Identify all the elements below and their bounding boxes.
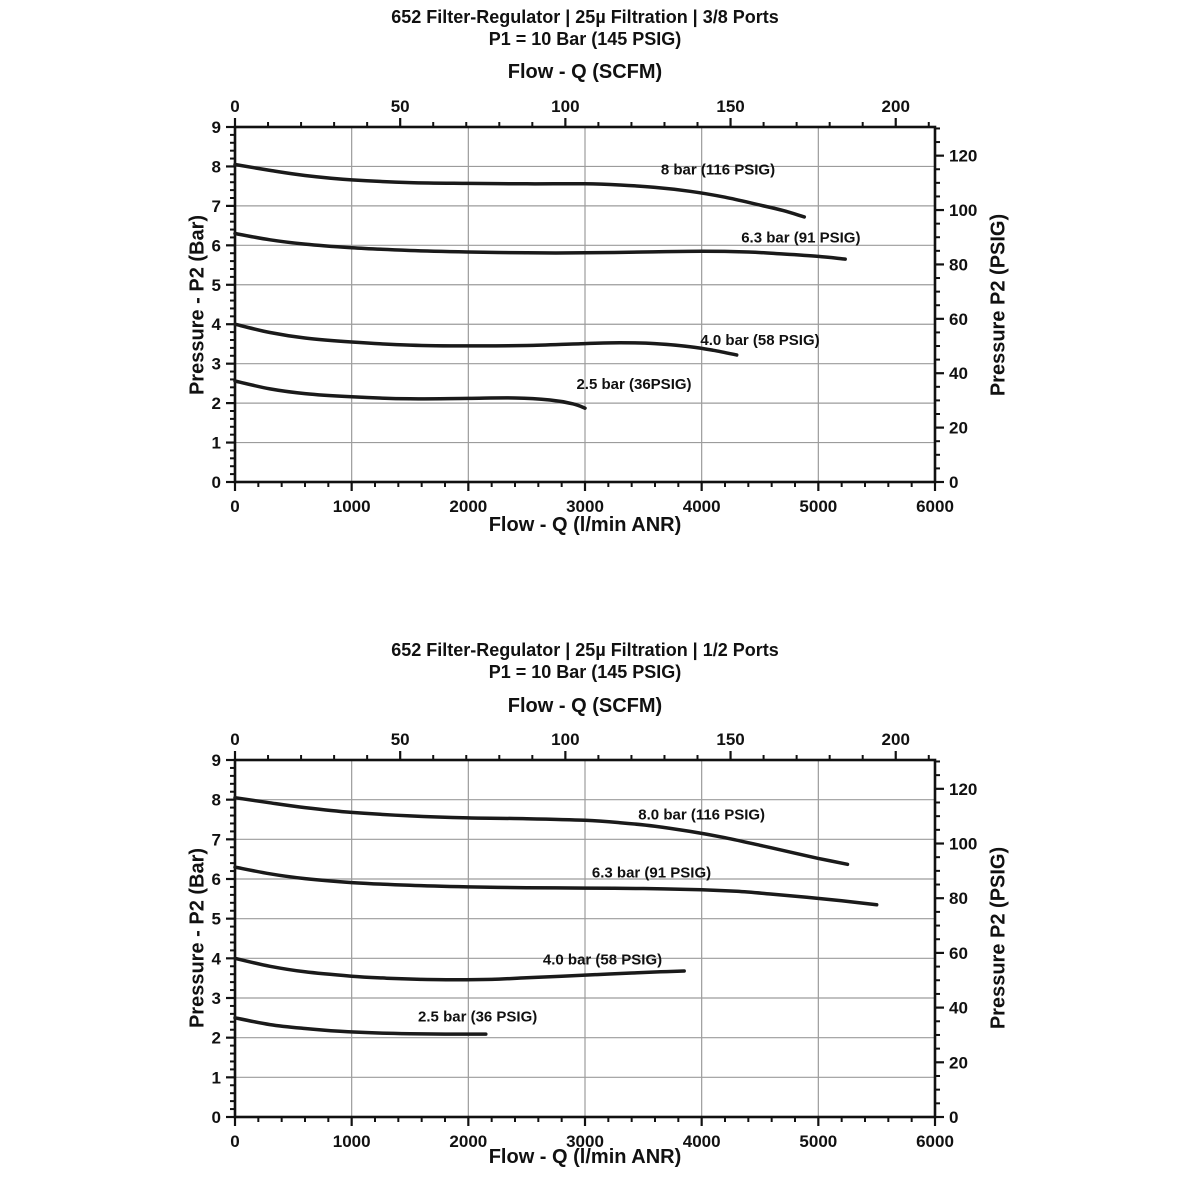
curve-label: 4.0 bar (58 PSIG) [700, 332, 819, 349]
top-tick-label: 50 [391, 730, 410, 749]
right-axis-label: Pressure P2 (PSIG) [987, 213, 1010, 397]
x-tick-label: 0 [230, 1132, 239, 1151]
x-tick-label: 6000 [916, 497, 954, 516]
right-tick-label: 120 [949, 147, 977, 166]
right-tick-label: 60 [949, 310, 968, 329]
flow-curve [233, 162, 807, 219]
top-tick-label: 100 [551, 97, 579, 116]
curve-label: 6.3 bar (91 PSIG) [741, 229, 860, 246]
y-tick-label: 1 [212, 434, 221, 453]
left-axis-label: Pressure - P2 (Bar) [186, 847, 209, 1029]
x-tick-label: 2000 [449, 497, 487, 516]
flow-curve [233, 231, 847, 261]
flow-curve [233, 865, 879, 907]
x-tick-label: 5000 [799, 497, 837, 516]
y-tick-label: 9 [212, 118, 221, 137]
flow-curve [233, 379, 587, 410]
y-tick-label: 4 [212, 315, 222, 334]
curve-label: 8 bar (116 PSIG) [661, 162, 775, 179]
curve-label: 2.5 bar (36 PSIG) [418, 1009, 537, 1026]
right-tick-label: 0 [949, 1108, 958, 1127]
top-tick-label: 150 [716, 730, 744, 749]
right-tick-label: 60 [949, 944, 968, 963]
right-tick-label: 80 [949, 889, 968, 908]
right-tick-label: 80 [949, 255, 968, 274]
chart-title: 652 Filter-Regulator | 25µ Filtration | … [391, 640, 779, 660]
top-tick-label: 200 [882, 730, 910, 749]
y-tick-label: 1 [212, 1068, 221, 1087]
x-tick-label: 2000 [449, 1132, 487, 1151]
right-tick-label: 20 [949, 1053, 968, 1072]
y-tick-label: 4 [212, 949, 222, 968]
bottom-axis-label: Flow - Q (l/min ANR) [488, 514, 682, 536]
y-tick-label: 3 [212, 355, 221, 374]
y-tick-label: 0 [212, 473, 221, 492]
x-tick-label: 5000 [799, 1132, 837, 1151]
chart-3-8-ports: 0 1000 2000 3000 4000 5000 6000 0 50 100 150 200 0 1 2… [186, 7, 1010, 536]
right-tick-label: 120 [949, 780, 977, 799]
y-tick-label: 3 [212, 989, 221, 1008]
curve-label: 8.0 bar (116 PSIG) [638, 807, 765, 824]
chart-title: 652 Filter-Regulator | 25µ Filtration | … [391, 7, 779, 27]
curve-label: 2.5 bar (36PSIG) [576, 376, 691, 393]
y-tick-label: 8 [212, 791, 221, 810]
y-tick-label: 8 [212, 157, 221, 176]
top-tick-label: 150 [716, 97, 744, 116]
y-tick-label: 5 [212, 276, 221, 295]
x-tick-label: 1000 [333, 1132, 371, 1151]
y-tick-label: 6 [212, 870, 221, 889]
flow-curve [233, 1016, 488, 1036]
y-tick-label: 7 [212, 197, 221, 216]
chart-subtitle: P1 = 10 Bar (145 PSIG) [488, 662, 682, 682]
x-tick-label: 6000 [916, 1132, 954, 1151]
curve-label: 6.3 bar (91 PSIG) [592, 864, 711, 881]
chart-1-2-ports: 0 1000 2000 3000 4000 5000 6000 0 50 100 150 200 0 1 2… [0, 600, 1200, 1200]
x-tick-label: 3000 [566, 1132, 604, 1151]
right-tick-label: 0 [949, 473, 958, 492]
y-tick-label: 6 [212, 236, 221, 255]
y-tick-label: 0 [212, 1108, 221, 1127]
top-tick-label: 0 [230, 730, 239, 749]
top-tick-label: 0 [230, 97, 239, 116]
y-tick-label: 5 [212, 910, 221, 929]
top-axis-label: Flow - Q (SCFM) [507, 695, 663, 717]
y-tick-label: 7 [212, 830, 221, 849]
right-tick-label: 100 [949, 835, 977, 854]
right-axis-label: Pressure P2 (PSIG) [987, 846, 1010, 1030]
x-tick-label: 0 [230, 497, 239, 516]
y-tick-label: 2 [212, 1029, 221, 1048]
x-tick-label: 4000 [683, 1132, 721, 1151]
left-axis-label: Pressure - P2 (Bar) [186, 214, 209, 396]
right-tick-label: 40 [949, 364, 968, 383]
y-tick-label: 9 [212, 751, 221, 770]
x-tick-label: 3000 [566, 497, 604, 516]
curve-label: 4.0 bar (58 PSIG) [543, 952, 662, 969]
x-tick-label: 1000 [333, 497, 371, 516]
top-tick-label: 100 [551, 730, 579, 749]
right-tick-label: 20 [949, 419, 968, 438]
x-tick-label: 4000 [683, 497, 721, 516]
right-tick-label: 40 [949, 999, 968, 1018]
top-tick-label: 50 [391, 97, 410, 116]
chart-subtitle: P1 = 10 Bar (145 PSIG) [488, 29, 682, 49]
flow-curve [233, 795, 850, 867]
top-tick-label: 200 [882, 97, 910, 116]
y-tick-label: 2 [212, 394, 221, 413]
flow-curve [233, 956, 686, 982]
top-axis-label: Flow - Q (SCFM) [507, 61, 663, 83]
bottom-axis-label: Flow - Q (l/min ANR) [488, 1146, 682, 1168]
flow-curve [233, 322, 739, 357]
right-tick-label: 100 [949, 201, 977, 220]
